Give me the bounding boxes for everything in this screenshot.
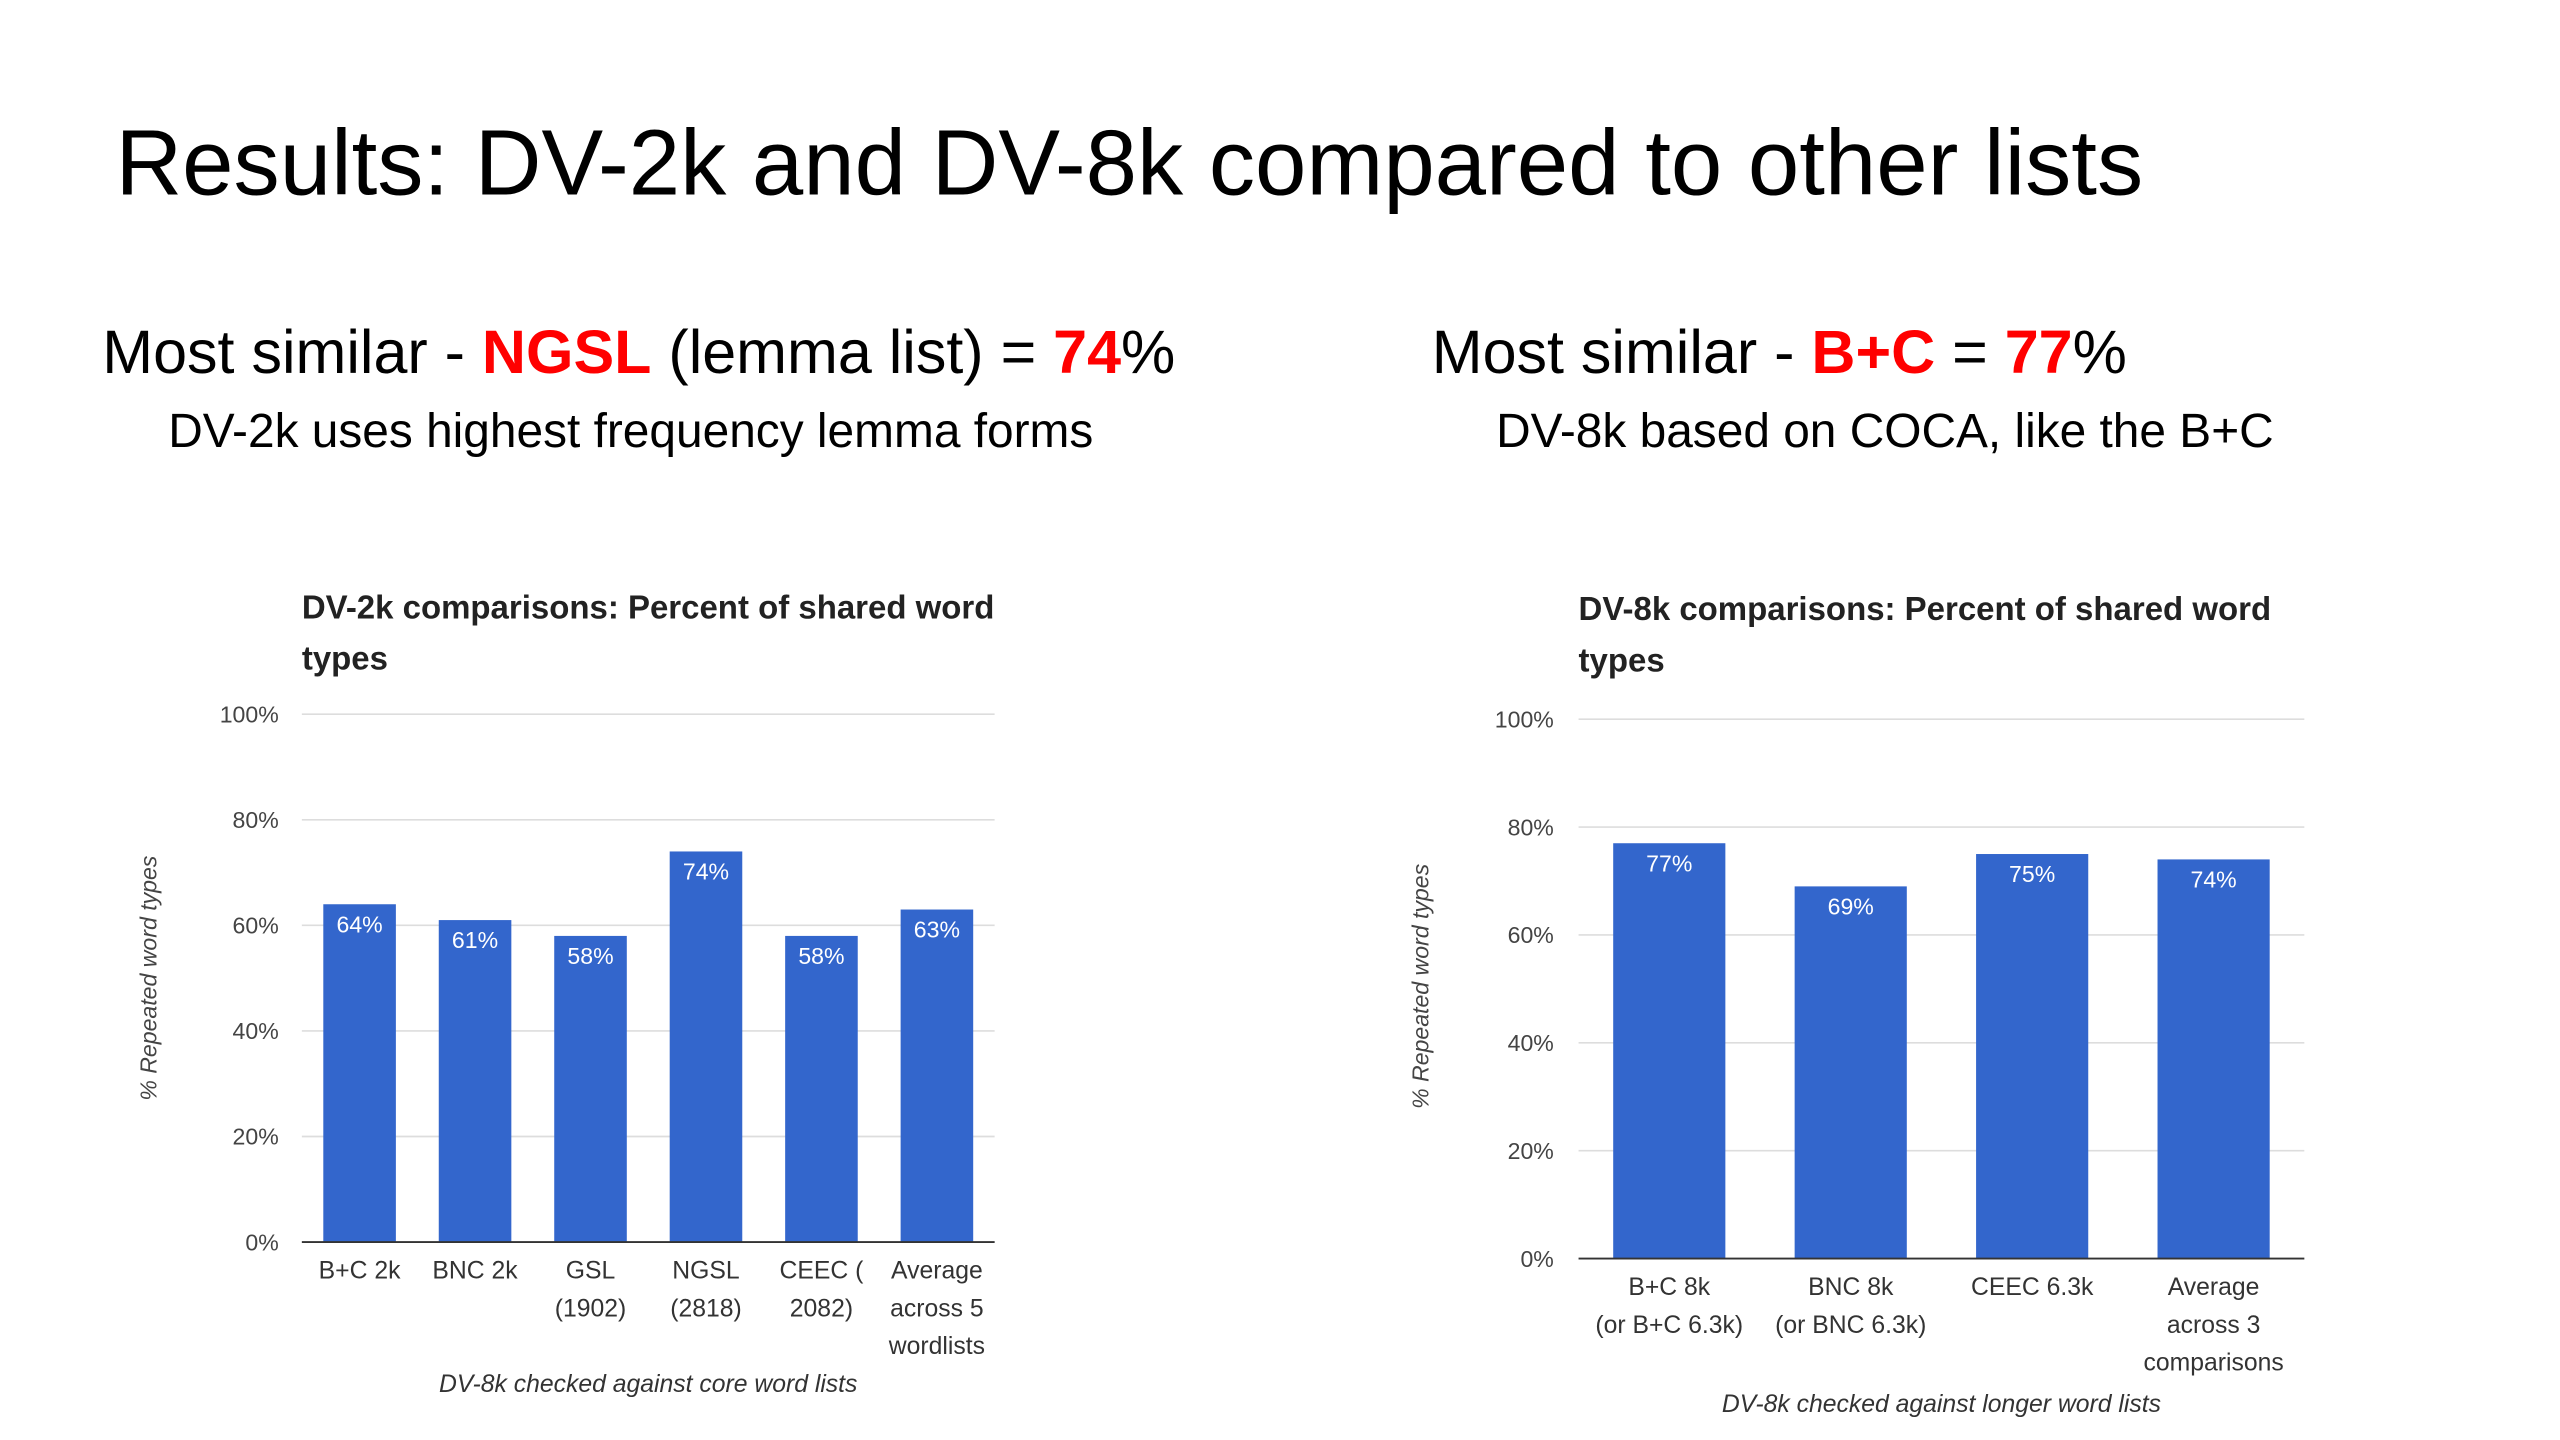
x-tick-label: Average [891,1257,983,1284]
y-tick-label: 40% [233,1018,279,1044]
bar [1976,854,2089,1259]
bar [900,909,974,1243]
chart-title: types [302,640,388,677]
x-tick-label: BNC 8k [1808,1274,1894,1301]
x-tick-label: 2082) [790,1295,853,1322]
x-tick-label: B+C 8k [1628,1274,1710,1301]
value-label: 74% [683,859,729,885]
x-axis-label: DV-8k checked against longer word lists [1722,1391,2161,1418]
y-tick-label: 0% [245,1229,278,1255]
y-tick-label: 60% [1508,922,1554,948]
x-tick-label: NGSL [672,1257,739,1284]
heading-part: 74 [1053,318,1121,386]
x-tick-label: wordlists [888,1333,985,1360]
bar [785,935,858,1243]
x-tick-label: (or BNC 6.3k) [1775,1312,1926,1339]
x-tick-label: across 5 [890,1295,983,1322]
chart-title: types [1579,641,1665,678]
heading-part: Most similar - [102,318,482,386]
value-label: 58% [798,943,844,969]
y-tick-label: 20% [1508,1138,1554,1164]
value-label: 64% [336,911,382,937]
bar [554,935,627,1243]
left-heading: Most similar - NGSL (lemma list) = 74% [102,318,1175,386]
bar [1794,886,1907,1259]
x-tick-label: BNC 2k [432,1257,518,1284]
right-heading: Most similar - B+C = 77% [1432,318,2127,386]
x-tick-label: GSL [566,1257,616,1284]
bar [438,920,512,1243]
value-label: 63% [914,917,960,943]
x-tick-label: across 3 [2167,1312,2260,1339]
y-tick-label: 0% [1520,1246,1553,1272]
y-tick-label: 40% [1508,1030,1554,1056]
y-tick-label: 80% [233,807,279,833]
y-tick-label: 60% [233,913,279,939]
x-tick-label: B+C 2k [319,1257,401,1284]
value-label: 69% [1828,893,1874,919]
y-tick-label: 100% [220,701,279,727]
heading-part: NGSL [482,318,652,386]
x-tick-label: CEEC 6.3k [1971,1274,2094,1301]
bar [669,851,743,1243]
x-tick-label: comparisons [2143,1350,2283,1377]
value-label: 58% [567,943,613,969]
x-tick-label: (1902) [555,1295,626,1322]
y-axis-label: % Repeated word types [136,855,162,1100]
x-tick-label: CEEC ( [780,1257,865,1284]
heading-part: Most similar - [1432,318,1812,386]
bar [323,904,396,1243]
x-axis-label: DV-8k checked against core word lists [439,1371,857,1398]
x-tick-label: (2818) [670,1295,741,1322]
y-tick-label: 100% [1495,706,1554,732]
chart-title: DV-2k comparisons: Percent of shared wor… [302,589,995,626]
heading-part: B+C [1811,318,1935,386]
left-subheading: DV-2k uses highest frequency lemma forms [168,405,1093,458]
heading-part: % [2073,318,2127,386]
right-subheading: DV-8k based on COCA, like the B+C [1496,405,2274,458]
x-tick-label: Average [2168,1274,2260,1301]
heading-part: 77 [2005,318,2073,386]
value-label: 74% [2191,866,2237,892]
value-label: 77% [1646,850,1692,876]
slide-title: Results: DV-2k and DV-8k compared to oth… [115,111,2143,215]
value-label: 61% [452,927,498,953]
value-label: 75% [2009,861,2055,887]
y-axis-label: % Repeated word types [1407,863,1433,1108]
bar [1613,843,1726,1259]
heading-part: (lemma list) = [651,318,1053,386]
heading-part: % [1121,318,1175,386]
x-tick-label: (or B+C 6.3k) [1595,1312,1743,1339]
y-tick-label: 20% [233,1124,279,1150]
chart-title: DV-8k comparisons: Percent of shared wor… [1579,590,2272,627]
y-tick-label: 80% [1508,814,1554,840]
heading-part: = [1935,318,2005,386]
bar [2157,859,2270,1259]
